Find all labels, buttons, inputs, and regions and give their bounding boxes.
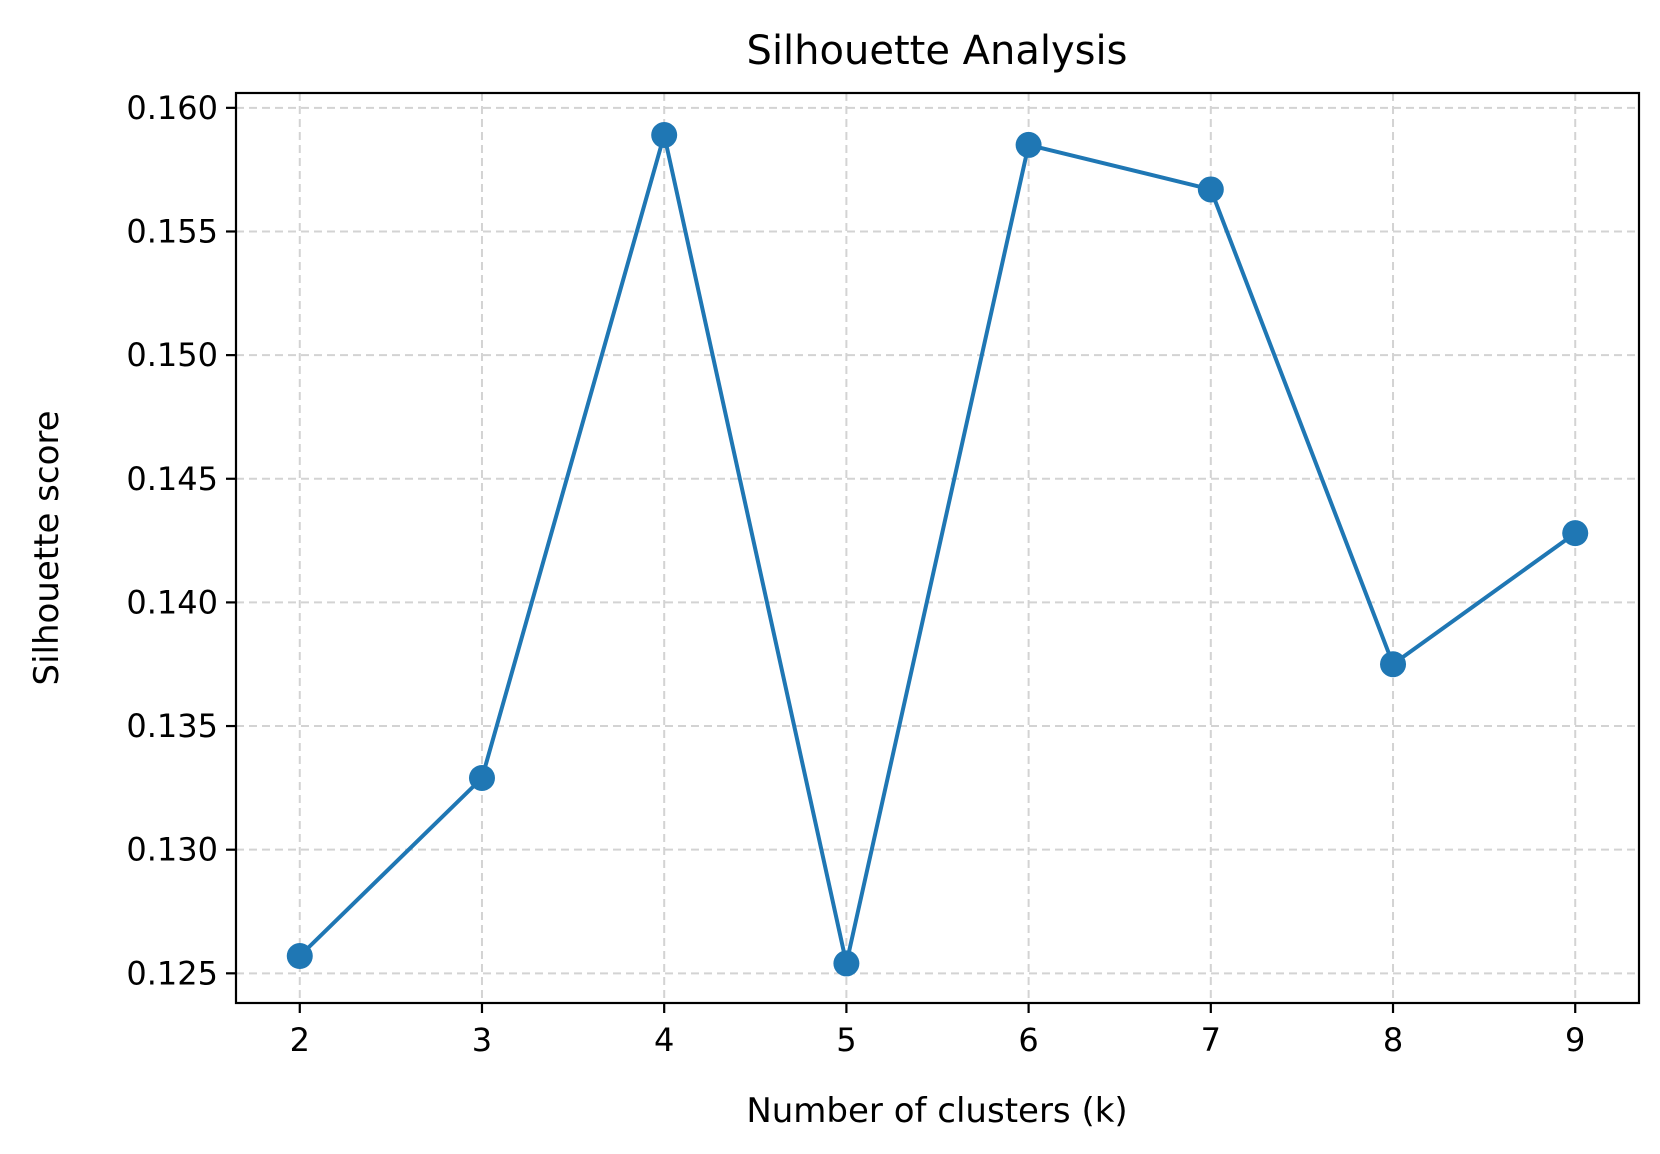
x-tick-label: 7 <box>1201 1021 1221 1059</box>
data-point <box>468 764 495 791</box>
y-axis-label: Silhouette score <box>27 410 67 685</box>
x-tick-label: 6 <box>1018 1021 1038 1059</box>
x-tick-label: 4 <box>654 1021 674 1059</box>
y-tick-label: 0.130 <box>126 831 218 869</box>
y-tick-label: 0.140 <box>126 583 218 621</box>
plot-frame <box>234 91 1641 1005</box>
x-tick-label: 2 <box>290 1021 310 1059</box>
grid <box>236 93 1639 1003</box>
series-line <box>286 122 1589 977</box>
y-tick-label: 0.150 <box>126 336 218 374</box>
y-tick-label: 0.135 <box>126 707 218 745</box>
x-tick-label: 3 <box>472 1021 492 1059</box>
y-tick-label: 0.155 <box>126 212 218 250</box>
series-polyline <box>298 133 1577 966</box>
x-tick-label: 8 <box>1383 1021 1403 1059</box>
x-axis-label: Number of clusters (k) <box>746 1091 1127 1131</box>
x-tick-label: 9 <box>1565 1021 1585 1059</box>
chart-title: Silhouette Analysis <box>747 28 1128 74</box>
x-tick-label: 5 <box>836 1021 856 1059</box>
data-point <box>651 122 678 149</box>
data-point <box>833 950 860 977</box>
data-point <box>1197 176 1224 203</box>
data-point <box>1562 520 1589 547</box>
y-tick-label: 0.160 <box>126 89 218 127</box>
y-tick-label: 0.125 <box>126 954 218 992</box>
data-point <box>1380 651 1407 678</box>
data-point <box>286 943 313 970</box>
axis-ticks: 2 3 4 5 6 7 8 9 0.125 0.130 0.135 0.140 0.145 0.150 0.… <box>126 89 1585 1059</box>
y-tick-label: 0.145 <box>126 460 218 498</box>
data-point <box>1015 131 1042 158</box>
